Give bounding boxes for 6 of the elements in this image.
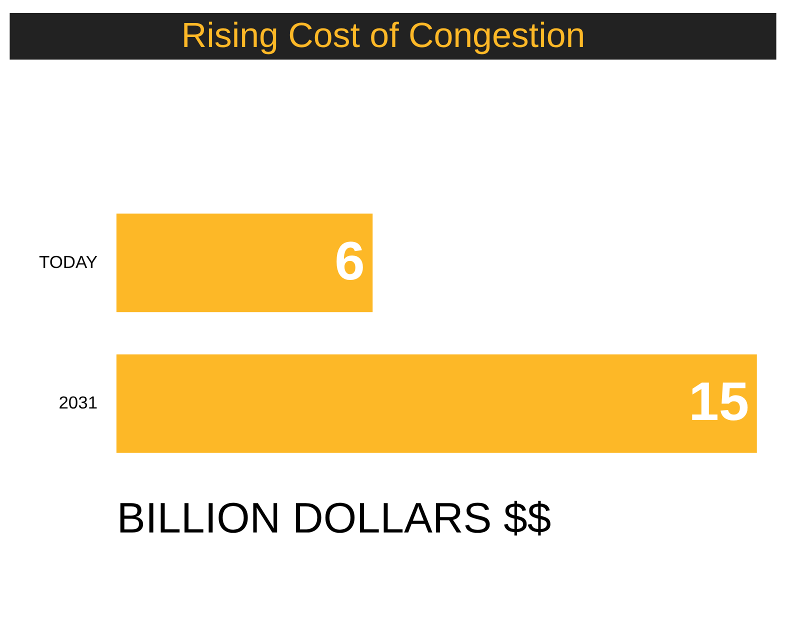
x-axis-title: BILLION DOLLARS $$ [116,494,552,543]
data-label: 6 [334,230,365,292]
data-label: 15 [688,371,750,432]
y-tick-label: TODAY [39,252,98,272]
y-tick-label: 2031 [58,392,98,412]
chart-title: Rising Cost of Congestion [181,16,586,56]
